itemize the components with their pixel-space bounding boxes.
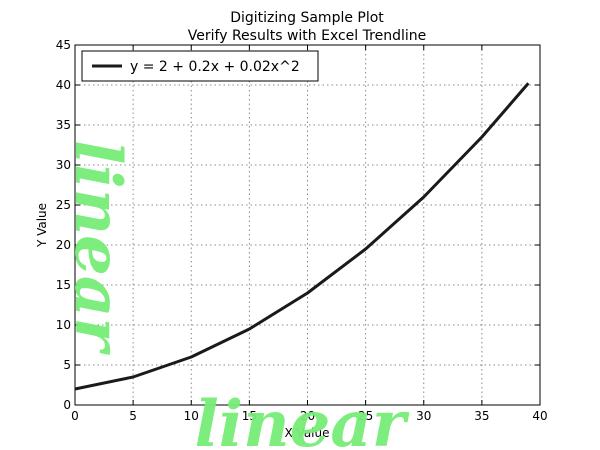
watermark-horizontal: linear [194, 387, 409, 450]
y-tick-label: 30 [56, 158, 71, 172]
y-tick-label: 20 [56, 238, 71, 252]
y-tick-label: 0 [63, 398, 71, 412]
y-tick-label: 15 [56, 278, 71, 292]
chart-subtitle: Verify Results with Excel Trendline [188, 28, 426, 44]
chart-title: Digitizing Sample Plot [230, 10, 384, 26]
x-tick-label: 5 [129, 409, 137, 423]
y-axis-ticks: 0 5 10 15 20 25 30 35 40 45 [56, 38, 540, 412]
x-tick-label: 40 [532, 409, 547, 423]
x-tick-label: 10 [184, 409, 199, 423]
y-tick-label: 45 [56, 38, 71, 52]
legend-label: y = 2 + 0.2x + 0.02x^2 [130, 59, 300, 75]
y-tick-label: 40 [56, 78, 71, 92]
legend: y = 2 + 0.2x + 0.02x^2 [81, 50, 319, 82]
series-line-quadratic [74, 82, 530, 391]
grid [75, 45, 540, 405]
x-tick-label: 15 [242, 409, 257, 423]
y-tick-label: 5 [63, 358, 71, 372]
x-tick-label: 35 [474, 409, 489, 423]
x-tick-label: 30 [416, 409, 431, 423]
x-tick-label: 0 [71, 409, 79, 423]
watermark-vertical: linear [60, 140, 135, 355]
x-tick-label: 25 [358, 409, 373, 423]
y-axis-label: Y Value [35, 203, 49, 248]
y-tick-label: 25 [56, 198, 71, 212]
x-tick-label: 20 [300, 409, 315, 423]
plot-frame [74, 44, 541, 406]
y-tick-label: 10 [56, 318, 71, 332]
x-axis-label: X Value [285, 426, 330, 440]
x-axis-ticks: 0 5 10 15 20 25 30 35 40 [71, 45, 548, 423]
y-tick-label: 35 [56, 118, 71, 132]
